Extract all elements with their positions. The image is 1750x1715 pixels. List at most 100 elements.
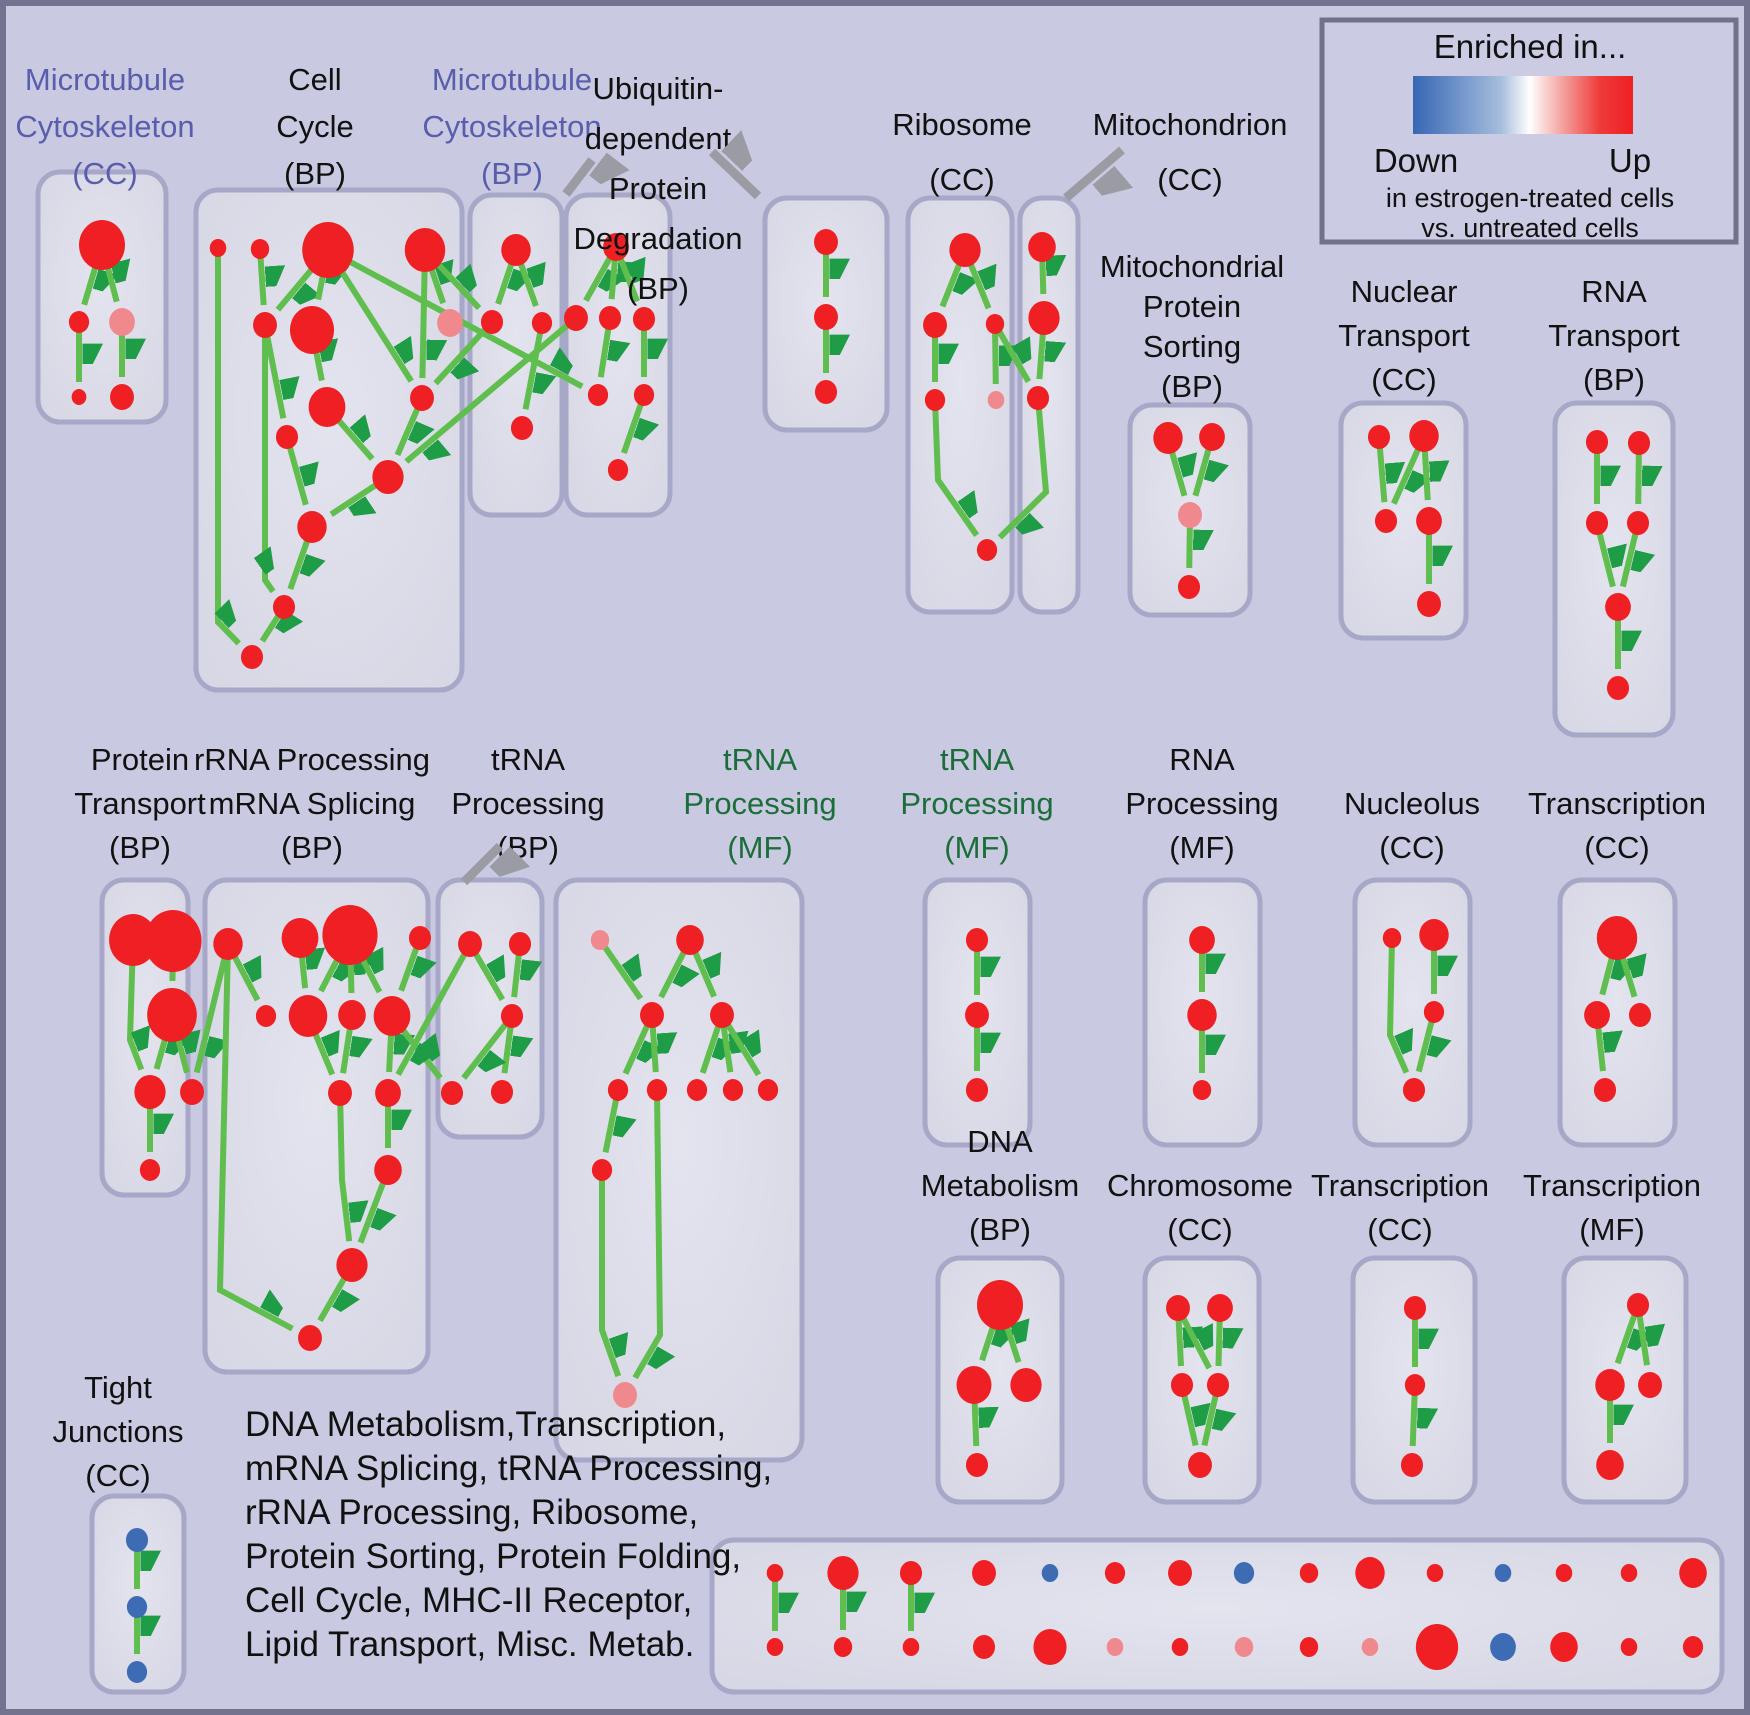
gene-node-w0 (458, 931, 482, 957)
go-label-ubiquitin-dependent-protein-degradation-bp: Ubiquitin-dependent Protein Degradation (BP… (574, 71, 743, 306)
legend-title: Enriched in... (1434, 28, 1627, 65)
regulation-edge (174, 1036, 187, 1074)
go-label-line: RNA (1581, 274, 1647, 309)
go-box-transcription-cc-2 (1557, 877, 1678, 1148)
regulation-edge (231, 953, 258, 1002)
regulation-edge (602, 1098, 617, 1153)
regulation-edge (358, 956, 380, 994)
arrow-to-trna-bp-box (460, 842, 500, 882)
gene-node-f6 (686, 1079, 708, 1101)
gene-node-d3 (965, 1453, 989, 1477)
gene-node-a2 (109, 308, 135, 336)
regulation-edge (216, 956, 294, 1332)
gene-node-k4 (1188, 1452, 1212, 1478)
regulation-edge (346, 257, 584, 390)
gene-node-q8 (328, 1080, 352, 1106)
gene-node-bb6 (1171, 1638, 1189, 1656)
gene-node-q0 (213, 928, 243, 960)
go-label-microtubule-cytoskeleton-cc: Microtubule Cytoskeleton (CC) (15, 62, 194, 191)
regulation-edge (1636, 1314, 1647, 1366)
gene-node-j1 (1187, 999, 1217, 1031)
go-label-line: tRNA (723, 742, 797, 777)
go-label-line: (CC) (1157, 162, 1222, 197)
gene-node-v3 (1626, 511, 1650, 535)
gene-node-ub0 (814, 229, 838, 255)
regulation-edge (617, 256, 637, 303)
gene-node-bb1 (833, 1637, 853, 1657)
regulation-edge (1181, 1393, 1196, 1447)
gene-node-q11 (336, 1248, 368, 1282)
go-label-line: (CC) (1167, 1212, 1232, 1247)
gene-node-t2 (1374, 509, 1398, 533)
gene-node-cc11 (297, 511, 327, 543)
regulation-edge (1039, 259, 1043, 295)
gene-node-cc0 (209, 239, 227, 257)
gene-node-cc5 (289, 306, 335, 354)
go-label-line: tRNA (940, 742, 1014, 777)
gene-node-p3 (134, 1075, 166, 1109)
regulation-edge (599, 1178, 618, 1378)
gene-node-v4 (1605, 593, 1631, 621)
gene-node-bb5 (1106, 1638, 1124, 1656)
gene-node-s2 (1178, 502, 1202, 528)
go-label-line: (CC) (929, 162, 994, 197)
regulation-edge (329, 481, 379, 514)
gene-node-n1 (1419, 919, 1449, 951)
go-label-line: Transport (1548, 318, 1680, 353)
go-label-line: (MF) (727, 830, 792, 865)
regulation-edge (472, 951, 502, 1002)
gene-node-bt14 (1679, 1558, 1707, 1588)
gene-node-c2 (1628, 1003, 1652, 1027)
gene-node-w1 (508, 932, 532, 956)
go-label-line: (BP) (497, 830, 559, 865)
go-label-trna-processing-mf-2: tRNA Processing (MF) (900, 742, 1053, 865)
regulation-edge (939, 261, 960, 308)
gene-node-p1 (144, 910, 202, 972)
regulation-edge (992, 331, 996, 385)
gene-node-m3 (510, 416, 534, 440)
gene-node-q7 (373, 996, 411, 1036)
regulation-edge (583, 255, 611, 303)
go-label-line: Protein (609, 171, 707, 206)
go-label-ribosome-cc: Ribosome (CC) (892, 107, 1032, 197)
gene-node-a1 (68, 311, 90, 333)
go-label-line: (MF) (944, 830, 1009, 865)
gene-node-bt3 (972, 1560, 996, 1586)
gene-node-f4 (607, 1079, 629, 1101)
gene-node-g0 (1028, 232, 1056, 262)
gene-node-bb8 (1299, 1637, 1319, 1657)
gene-node-w4 (500, 1004, 524, 1028)
regulation-edge (1614, 1313, 1635, 1365)
regulation-edge (275, 265, 314, 312)
gene-node-u3 (632, 307, 656, 331)
gene-node-bt0 (766, 1564, 784, 1582)
legend-up-label: Up (1609, 142, 1651, 179)
regulation-edge (357, 1180, 384, 1244)
go-label-line: (CC) (1367, 1212, 1432, 1247)
go-term-labels: Microtubule Cytoskeleton (CC) Cell Cycle (BP)… (15, 62, 1706, 1493)
regulation-edge (1635, 452, 1639, 505)
go-label-line: (BP) (1583, 362, 1645, 397)
gene-node-a4 (110, 384, 134, 410)
regulation-edge (1391, 446, 1419, 505)
gene-node-tj0 (125, 1528, 149, 1552)
gene-node-m0 (501, 234, 531, 266)
go-label-line: Cycle (276, 109, 354, 144)
gene-node-f10 (613, 1382, 637, 1408)
gene-node-f8 (757, 1079, 779, 1101)
regulation-edge (317, 1275, 345, 1323)
go-label-line: Nucleolus (1344, 786, 1480, 821)
gene-node-bb14 (1682, 1636, 1704, 1658)
gene-node-o1 (1595, 1369, 1625, 1401)
regulation-edge (971, 1400, 977, 1447)
regulation-edge (427, 267, 443, 305)
gene-node-cc13 (240, 645, 264, 669)
gene-node-k2 (1170, 1373, 1194, 1397)
gene-node-n0 (1382, 928, 1402, 948)
go-box-mitochondrion (1017, 195, 1081, 615)
regulation-edge (1595, 1025, 1603, 1072)
gene-node-q5 (288, 995, 328, 1037)
gene-node-d0 (977, 1280, 1023, 1330)
go-label-line: Protein (1143, 289, 1241, 324)
